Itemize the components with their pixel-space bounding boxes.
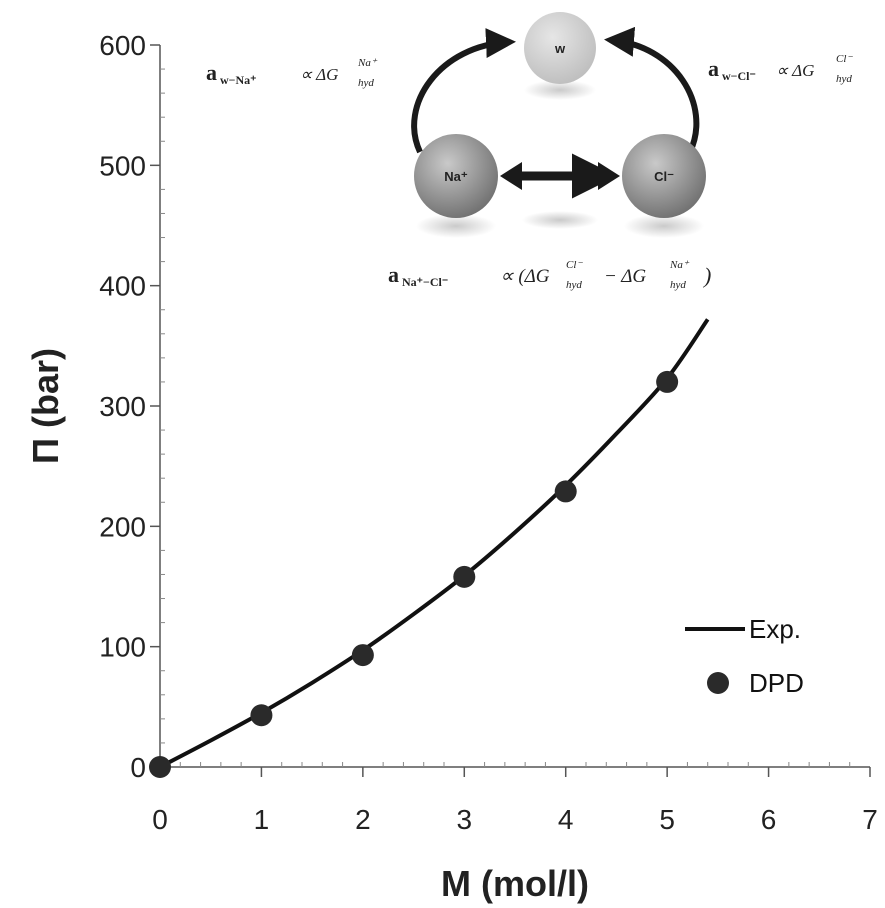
svg-text:hyd: hyd <box>566 279 582 291</box>
inset-schematic: w Na⁺ Cl⁻ a w−Na⁺ ∝ ΔG Na⁺ hyd a w−Cl⁻ ∝… <box>206 12 853 291</box>
equation-na-cl: a Na⁺−Cl⁻ ∝ (ΔG Cl⁻ hyd − ΔG Na⁺ hyd ) <box>388 259 711 291</box>
svg-text:a: a <box>708 56 719 81</box>
svg-text:∝ (ΔG: ∝ (ΔG <box>500 266 550 287</box>
x-tick-label: 7 <box>862 804 878 835</box>
svg-text:hyd: hyd <box>670 279 686 291</box>
svg-text:a: a <box>206 60 217 85</box>
svg-text:Cl⁻: Cl⁻ <box>566 259 583 271</box>
equation-w-na: a w−Na⁺ ∝ ΔG Na⁺ hyd <box>206 57 378 89</box>
particle-water-label: w <box>554 41 566 56</box>
y-minor-ticks <box>160 68 165 744</box>
particle-shadow-na <box>416 214 496 238</box>
arrow-na-to-w <box>411 28 516 154</box>
x-tick-label: 3 <box>456 804 472 835</box>
legend-label-exp: Exp. <box>749 614 801 644</box>
y-tick-label: 100 <box>99 632 146 663</box>
x-tick-label: 5 <box>659 804 675 835</box>
x-tick-label: 2 <box>355 804 371 835</box>
particle-chloride <box>622 134 706 218</box>
data-point-dpd <box>250 704 273 727</box>
series-layer <box>149 318 710 778</box>
particle-water <box>524 12 596 84</box>
data-point-dpd <box>351 644 374 667</box>
particle-sodium-label: Na⁺ <box>444 169 468 184</box>
legend: Exp. DPD <box>685 614 804 698</box>
y-tick-label: 0 <box>130 752 146 783</box>
x-axis-title: M (mol/l) <box>441 863 589 904</box>
x-tick-label: 6 <box>761 804 777 835</box>
x-minor-ticks <box>179 762 851 767</box>
y-tick-label: 300 <box>99 391 146 422</box>
data-point-dpd <box>656 370 679 393</box>
particle-sodium <box>414 134 498 218</box>
arrow-cl-to-w <box>604 26 700 154</box>
double-arrow-head-right <box>598 162 620 190</box>
legend-label-dpd: DPD <box>749 668 804 698</box>
y-tick-label: 600 <box>99 30 146 61</box>
x-tick-label: 1 <box>254 804 270 835</box>
svg-text:− ΔG: − ΔG <box>604 266 646 287</box>
svg-text:Cl⁻: Cl⁻ <box>836 53 853 65</box>
particle-shadow-cl <box>624 214 704 238</box>
y-tick-label: 400 <box>99 271 146 302</box>
particle-chloride-label: Cl⁻ <box>654 169 674 184</box>
svg-text:w−Cl⁻: w−Cl⁻ <box>722 69 756 83</box>
y-tick-label: 500 <box>99 150 146 181</box>
particle-shadow-mid <box>522 211 598 229</box>
double-arrow-head-left <box>500 162 522 190</box>
particle-shadow-w <box>524 80 596 100</box>
y-axis-title: Π (bar) <box>25 348 66 464</box>
data-point-dpd <box>554 480 577 503</box>
x-tick-label: 4 <box>558 804 574 835</box>
svg-text:Na⁺: Na⁺ <box>669 259 690 271</box>
series-line-exp <box>159 318 710 769</box>
equation-w-cl: a w−Cl⁻ ∝ ΔG Cl⁻ hyd <box>708 53 853 85</box>
y-tick-label: 200 <box>99 511 146 542</box>
svg-text:): ) <box>702 263 711 288</box>
legend-marker-dpd <box>707 672 729 694</box>
svg-text:a: a <box>388 262 399 287</box>
svg-text:hyd: hyd <box>358 77 374 89</box>
svg-text:Na⁺−Cl⁻: Na⁺−Cl⁻ <box>402 275 448 289</box>
x-ticks: 0 1 2 3 4 5 6 7 <box>152 767 878 835</box>
axes: 0 100 200 300 400 500 600 0 1 2 3 4 5 6 7 <box>99 30 878 835</box>
svg-text:hyd: hyd <box>836 73 852 85</box>
svg-text:∝ ΔG: ∝ ΔG <box>300 65 338 84</box>
y-ticks: 0 100 200 300 400 500 600 <box>99 30 160 783</box>
x-tick-label: 0 <box>152 804 168 835</box>
data-point-dpd <box>149 756 171 778</box>
svg-text:w−Na⁺: w−Na⁺ <box>220 73 257 87</box>
data-point-dpd <box>453 565 476 588</box>
svg-text:∝ ΔG: ∝ ΔG <box>776 61 814 80</box>
svg-text:Na⁺: Na⁺ <box>357 57 378 69</box>
